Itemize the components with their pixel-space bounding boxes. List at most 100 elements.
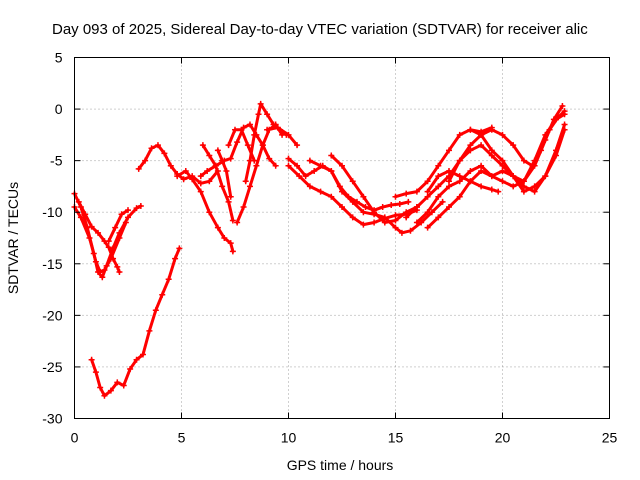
data-point xyxy=(424,178,431,185)
data-point xyxy=(510,173,517,180)
series-track-25 xyxy=(424,167,502,195)
data-point xyxy=(396,200,403,207)
data-point xyxy=(388,201,395,208)
data-point xyxy=(478,162,485,169)
data-point xyxy=(86,235,93,241)
data-point xyxy=(392,193,399,200)
data-point xyxy=(467,126,474,133)
data-point xyxy=(88,223,95,230)
data-point xyxy=(499,167,506,174)
data-point xyxy=(95,229,102,236)
data-point xyxy=(285,162,292,169)
series-line xyxy=(90,246,181,398)
series-line xyxy=(265,126,299,147)
data-point xyxy=(206,178,213,185)
data-point xyxy=(101,392,108,399)
data-point xyxy=(214,147,221,154)
data-point xyxy=(114,379,121,386)
data-point xyxy=(165,276,172,283)
series-track-20 xyxy=(403,108,568,221)
data-point xyxy=(467,178,474,185)
data-point xyxy=(88,356,95,363)
data-point xyxy=(349,214,356,221)
y-tick-label: -10 xyxy=(42,204,62,220)
series-track-24 xyxy=(467,111,568,185)
x-tick-label: 0 xyxy=(71,430,79,446)
data-point xyxy=(118,211,125,218)
data-point xyxy=(531,157,538,164)
data-point xyxy=(114,263,121,270)
y-tick-label: 5 xyxy=(55,50,63,66)
data-point xyxy=(403,190,410,197)
data-point xyxy=(135,165,142,172)
data-point xyxy=(259,142,266,149)
data-point xyxy=(362,204,369,211)
y-tick-label: -25 xyxy=(42,359,62,375)
data-point xyxy=(328,193,335,200)
data-point xyxy=(105,244,112,251)
data-point xyxy=(112,224,119,231)
series-track-10 xyxy=(214,147,234,200)
data-point xyxy=(189,176,196,183)
data-point xyxy=(456,193,463,200)
data-point xyxy=(204,167,211,174)
data-point xyxy=(242,178,249,185)
data-point xyxy=(227,240,234,247)
chart-title: Day 093 of 2025, Sidereal Day-to-day VTE… xyxy=(52,21,588,38)
data-point xyxy=(561,111,568,118)
data-point xyxy=(531,188,538,195)
data-point xyxy=(495,188,502,195)
data-point xyxy=(139,351,146,358)
series-track-11 xyxy=(234,121,286,226)
data-point xyxy=(413,219,420,226)
data-point xyxy=(125,214,131,221)
data-point xyxy=(240,204,247,211)
data-point xyxy=(272,162,279,169)
data-point xyxy=(446,147,452,154)
data-point xyxy=(225,142,232,149)
data-point xyxy=(379,204,386,211)
data-point xyxy=(488,147,495,154)
x-tick-label: 20 xyxy=(495,430,511,446)
x-axis-label: GPS time / hours xyxy=(287,457,394,473)
data-point xyxy=(99,274,106,281)
data-point xyxy=(167,162,174,169)
data-point xyxy=(133,356,140,363)
data-point xyxy=(197,188,204,195)
data-point xyxy=(403,214,410,221)
data-point xyxy=(553,152,559,159)
data-point xyxy=(238,126,245,133)
data-point xyxy=(229,217,236,224)
data-point xyxy=(439,198,446,205)
data-point xyxy=(206,209,213,216)
data-point xyxy=(456,173,463,180)
data-point xyxy=(154,142,161,149)
data-point xyxy=(227,155,234,162)
data-point xyxy=(542,173,549,180)
data-point xyxy=(349,198,356,205)
grid xyxy=(74,57,610,419)
data-point xyxy=(381,219,388,226)
data-point xyxy=(180,176,187,183)
data-point xyxy=(339,188,345,195)
y-tick-label: -30 xyxy=(42,411,62,427)
data-point xyxy=(116,235,123,241)
data-point xyxy=(232,126,238,133)
data-point xyxy=(294,162,301,169)
data-point xyxy=(251,157,258,164)
plot-frame xyxy=(74,57,610,419)
data-point xyxy=(488,152,495,159)
series-track-12 xyxy=(242,100,290,185)
data-point xyxy=(92,258,99,265)
data-point xyxy=(520,183,527,190)
data-point xyxy=(317,188,324,195)
data-point xyxy=(122,219,129,226)
data-point xyxy=(435,183,442,190)
series-track-15 xyxy=(285,155,412,214)
data-point xyxy=(75,198,82,205)
data-point xyxy=(435,173,442,180)
data-point xyxy=(510,183,517,190)
data-point xyxy=(435,214,442,221)
data-point xyxy=(257,100,264,107)
data-point xyxy=(116,269,123,276)
